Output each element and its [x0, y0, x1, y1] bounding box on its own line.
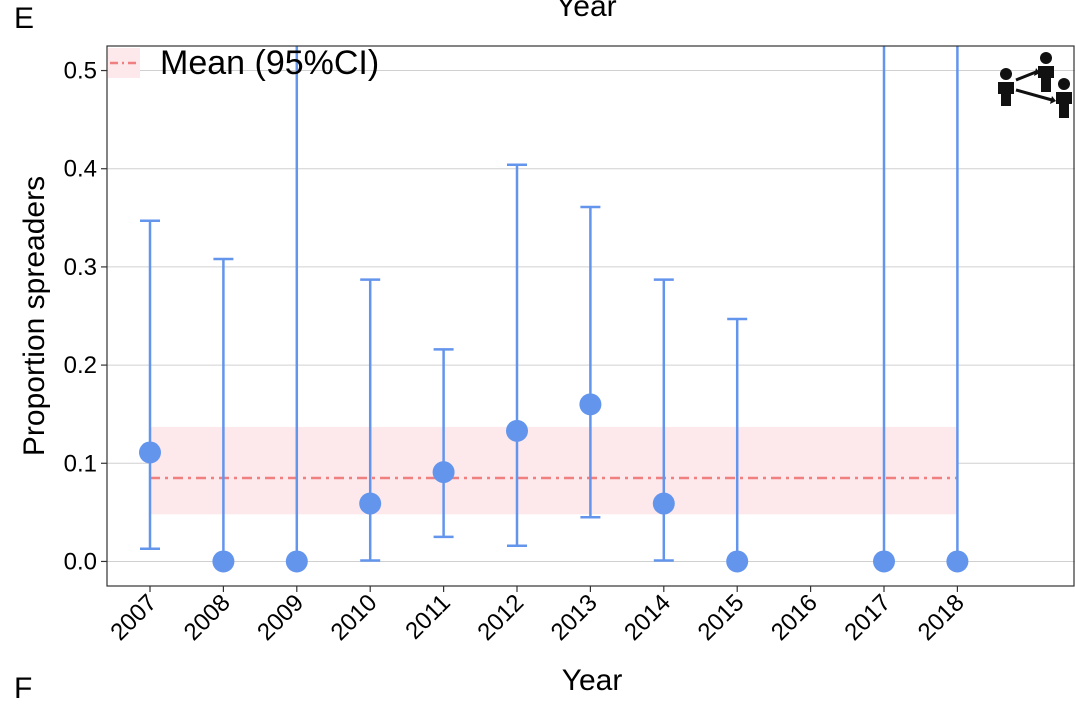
y-tick-label: 0.5: [64, 58, 97, 85]
x-tick-label: 2015: [693, 589, 750, 646]
y-tick-label: 0.0: [64, 548, 97, 575]
legend: Mean (95%CI): [108, 44, 379, 82]
x-tick-label: 2016: [766, 589, 823, 646]
y-axis-ticks: 0.0 0.1 0.2 0.3 0.4 0.5: [64, 58, 107, 575]
y-tick-label: 0.1: [64, 450, 97, 477]
legend-mean-label: Mean (95%CI): [160, 44, 379, 82]
y-axis-label: Proportion spreaders: [18, 176, 51, 456]
x-tick-label: 2014: [619, 589, 676, 646]
data-points: [139, 393, 969, 573]
data-point: [359, 492, 382, 515]
data-point: [579, 393, 602, 416]
y-tick-label: 0.4: [64, 156, 97, 183]
x-tick-label: 2010: [326, 589, 383, 646]
x-tick-label: 2007: [105, 589, 162, 646]
x-tick-label: 2012: [472, 589, 529, 646]
data-point: [212, 550, 235, 573]
x-axis-ticks: 2007 2008 2009 2010 2011 2012 2013 2014 2015 2016…: [105, 586, 970, 646]
mean-ci-band-layer: [150, 426, 958, 515]
x-tick-label: 2018: [913, 589, 970, 646]
x-tick-label: 2013: [546, 589, 603, 646]
data-point: [285, 550, 308, 573]
y-tick-label: 0.3: [64, 254, 97, 281]
data-point: [726, 550, 749, 573]
data-point: [506, 419, 528, 442]
x-tick-label: 2017: [839, 589, 896, 646]
data-point: [432, 461, 455, 484]
x-tick-label: 2008: [179, 589, 236, 646]
x-tick-label: 2011: [400, 589, 456, 645]
mean-ci-band: [150, 426, 958, 515]
y-tick-label: 0.2: [64, 352, 97, 379]
data-point: [946, 550, 969, 573]
data-point: [652, 492, 675, 515]
x-tick-label: 2009: [252, 589, 309, 646]
x-axis-label: Year: [562, 664, 623, 694]
data-point: [873, 550, 895, 573]
previous-panel-xlabel: Year: [556, 0, 617, 23]
people-network-icon: [998, 52, 1072, 118]
panel-label: E: [14, 2, 35, 35]
data-point: [139, 441, 161, 464]
